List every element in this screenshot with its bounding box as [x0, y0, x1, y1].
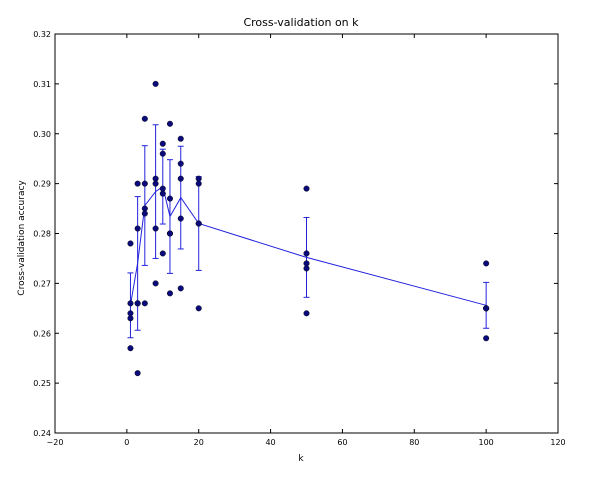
data-point [159, 140, 166, 147]
data-point [127, 310, 134, 317]
x-tick-label: 100 [479, 438, 494, 447]
data-point [159, 185, 166, 192]
data-point [303, 185, 310, 192]
x-tick-label: 80 [409, 438, 419, 447]
data-point [141, 210, 148, 217]
data-point [166, 230, 173, 237]
data-point [195, 220, 202, 227]
data-point [134, 370, 141, 377]
y-tick-label: 0.27 [33, 279, 51, 288]
plot-area: −20 0 20 40 60 80 100 120 0.24 0.25 0.26 0.27 0.28 0.… [33, 30, 565, 447]
data-point [152, 225, 159, 232]
data-point [483, 260, 490, 267]
data-point [141, 115, 148, 122]
data-point [177, 160, 184, 167]
data-point [134, 300, 141, 307]
data-point [127, 300, 134, 307]
data-point [141, 180, 148, 187]
data-point [483, 335, 490, 342]
y-tick-label: 0.29 [33, 180, 51, 189]
y-tick-label: 0.24 [33, 429, 51, 438]
data-point [159, 250, 166, 257]
data-point [166, 290, 173, 297]
data-point [195, 175, 202, 182]
data-point [177, 215, 184, 222]
data-point [152, 180, 159, 187]
y-axis-label: Cross-validation accuracy [17, 180, 27, 296]
x-tick-label: 20 [194, 438, 204, 447]
data-point [134, 180, 141, 187]
data-point [177, 135, 184, 142]
data-point [152, 280, 159, 287]
y-tick-label: 0.26 [33, 329, 51, 338]
data-point [166, 120, 173, 127]
x-tick-label: −20 [47, 438, 64, 447]
data-point [195, 305, 202, 312]
data-point [303, 260, 310, 267]
data-point [141, 300, 148, 307]
data-point [303, 250, 310, 257]
y-tick-label: 0.28 [33, 230, 51, 239]
mean-accuracy-line [129, 185, 487, 306]
x-tick-label: 0 [124, 438, 129, 447]
data-point [127, 315, 134, 322]
x-tick-label: 60 [337, 438, 347, 447]
data-point [177, 285, 184, 292]
x-tick-label: 40 [265, 438, 275, 447]
y-tick-label: 0.31 [33, 80, 51, 89]
y-tick-label: 0.32 [33, 30, 51, 39]
data-point [127, 345, 134, 352]
data-point [152, 175, 159, 182]
x-tick-label: 120 [550, 438, 565, 447]
data-point [159, 190, 166, 197]
y-tick-label: 0.25 [33, 379, 51, 388]
data-point [177, 175, 184, 182]
data-point [127, 240, 134, 247]
data-point [303, 310, 310, 317]
data-point [134, 225, 141, 232]
data-point [483, 305, 490, 312]
data-point [141, 205, 148, 212]
y-tick-label: 0.30 [33, 130, 51, 139]
chart-title: Cross-validation on k [243, 16, 359, 29]
data-point [195, 180, 202, 187]
data-point [166, 195, 173, 202]
x-axis-label: k [298, 454, 304, 464]
data-point [159, 150, 166, 157]
data-point [152, 80, 159, 87]
data-point [303, 265, 310, 272]
